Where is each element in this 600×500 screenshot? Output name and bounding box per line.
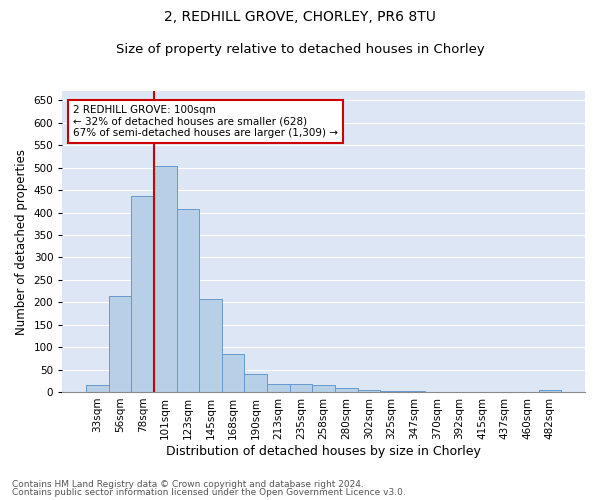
Bar [539,390,561,392]
Text: Contains HM Land Registry data © Crown copyright and database right 2024.: Contains HM Land Registry data © Crown c… [12,480,364,489]
Bar [358,390,380,392]
Bar [335,388,358,392]
Bar [244,374,267,392]
Bar [199,299,222,392]
Text: 2 REDHILL GROVE: 100sqm
← 32% of detached houses are smaller (628)
67% of semi-d: 2 REDHILL GROVE: 100sqm ← 32% of detache… [73,105,338,138]
Bar [222,354,244,392]
Bar [267,384,290,392]
Y-axis label: Number of detached properties: Number of detached properties [15,148,28,334]
Text: Contains public sector information licensed under the Open Government Licence v3: Contains public sector information licen… [12,488,406,497]
Bar [86,385,109,392]
Bar [290,384,313,392]
Text: 2, REDHILL GROVE, CHORLEY, PR6 8TU: 2, REDHILL GROVE, CHORLEY, PR6 8TU [164,10,436,24]
Bar [109,296,131,392]
Bar [154,166,176,392]
Bar [176,210,199,392]
Text: Size of property relative to detached houses in Chorley: Size of property relative to detached ho… [116,42,484,56]
Bar [380,391,403,392]
X-axis label: Distribution of detached houses by size in Chorley: Distribution of detached houses by size … [166,444,481,458]
Bar [403,391,425,392]
Bar [131,196,154,392]
Bar [313,385,335,392]
